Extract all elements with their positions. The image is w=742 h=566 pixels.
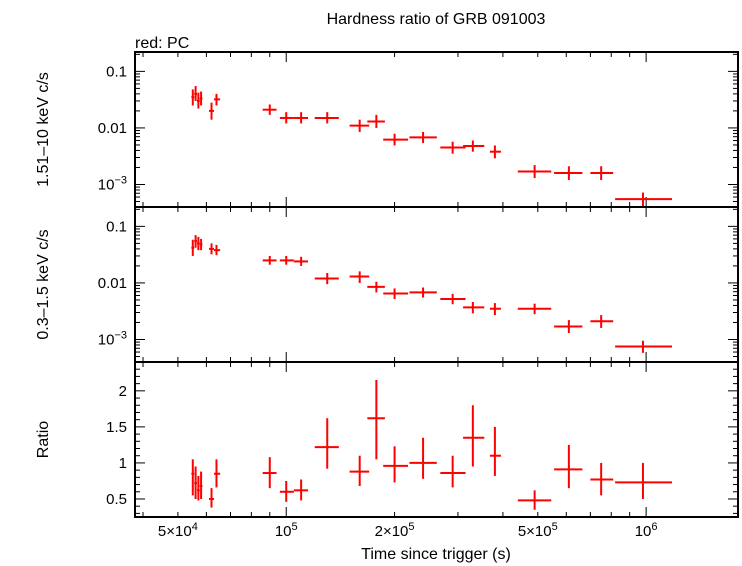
data-point [440, 293, 466, 305]
y-axis-label: 0.3–1.5 keV c/s [35, 229, 52, 339]
data-point [194, 86, 197, 101]
data-point [191, 89, 195, 106]
data-point [440, 455, 466, 488]
panel-hard: 0.1 0.01 10−3 1.51–10 keV c/s [35, 51, 739, 208]
data-point [590, 462, 614, 496]
data-point [463, 140, 485, 152]
y-tick-label: 0.5 [106, 491, 127, 508]
panel-soft: 0.1 0.01 10−3 0.3–1.5 keV c/s [35, 206, 739, 363]
data-point [409, 287, 437, 298]
y-axis-label: Ratio [35, 421, 52, 458]
data-point [590, 166, 614, 181]
y-tick-label: 0.01 [98, 275, 127, 292]
data-point [314, 418, 339, 469]
data-point [517, 165, 552, 179]
data-point [191, 459, 195, 496]
data-point [349, 271, 370, 283]
data-point [463, 302, 485, 314]
y-tick-label: 1 [119, 455, 127, 472]
data-point [409, 131, 437, 144]
y-tick-label: 10−3 [98, 329, 127, 348]
y-tick-label: 1.5 [106, 419, 127, 436]
x-axis-label: Time since trigger (s) [361, 546, 511, 563]
data-point [279, 480, 294, 502]
data-point [262, 255, 277, 265]
data-point [314, 112, 339, 124]
data-point [279, 255, 294, 265]
x-tick-label: 105 [275, 521, 298, 540]
data-point [293, 256, 309, 266]
data-point [554, 166, 583, 181]
panel-ratio: 5×104 105 2×105 5×105 106 0.5 1 1.5 2 Ratio [35, 361, 739, 540]
data-point [208, 488, 215, 508]
data-point [214, 93, 221, 106]
x-tick-label: 5×105 [518, 521, 558, 540]
data-point [262, 104, 277, 115]
data-point [409, 437, 437, 479]
data-point [214, 459, 221, 488]
y-tick-label: 2 [119, 383, 127, 400]
y-axis-label: 1.51–10 keV c/s [35, 72, 52, 187]
y-tick-label: 10−3 [98, 174, 127, 193]
data-point [615, 192, 672, 207]
data-point [199, 471, 203, 499]
data-point [196, 475, 200, 501]
data-point [554, 444, 583, 489]
data-point [194, 235, 197, 248]
plot-panels: 0.1 0.01 10−3 1.51–10 keV c/s 0.1 0.01 10−3 0.3… [35, 51, 739, 540]
panel-frame [134, 51, 739, 208]
data-point [349, 119, 370, 132]
data-point [262, 457, 277, 489]
data-point [489, 303, 501, 316]
y-tick-label: 0.1 [106, 63, 127, 80]
data-point [615, 340, 672, 353]
data-point [367, 380, 385, 460]
data-point [194, 466, 197, 499]
data-point [214, 244, 221, 256]
data-point [440, 141, 466, 154]
data-point [489, 145, 501, 159]
data-point [554, 320, 583, 334]
data-point [349, 455, 370, 486]
x-tick-label: 2×105 [375, 521, 415, 540]
data-point [367, 114, 385, 128]
chart-title: Hardness ratio of GRB 091003 [327, 11, 546, 28]
data-point [463, 405, 485, 467]
data-point [367, 281, 385, 293]
panel-frame [134, 361, 739, 518]
data-point [208, 243, 215, 255]
data-point [517, 490, 552, 510]
data-point [199, 238, 203, 251]
data-point [293, 479, 309, 501]
y-tick-label: 0.01 [98, 120, 127, 137]
data-point [517, 303, 552, 315]
data-point [279, 112, 294, 124]
data-point [196, 236, 200, 251]
x-tick-label: 106 [635, 521, 658, 540]
chart-subtitle: red: PC [135, 35, 189, 52]
y-tick-label: 0.1 [106, 218, 127, 235]
data-point [383, 133, 409, 146]
data-point [615, 462, 672, 499]
data-point [590, 315, 614, 328]
data-point [208, 102, 215, 120]
data-point [383, 288, 409, 299]
data-point [293, 112, 309, 124]
panel-frame [134, 206, 739, 363]
data-point [196, 92, 200, 109]
x-tick-label: 5×104 [158, 521, 198, 540]
data-point [383, 446, 409, 483]
data-point [314, 272, 339, 285]
data-point [199, 91, 203, 106]
data-point [191, 239, 195, 256]
data-point [489, 426, 501, 476]
